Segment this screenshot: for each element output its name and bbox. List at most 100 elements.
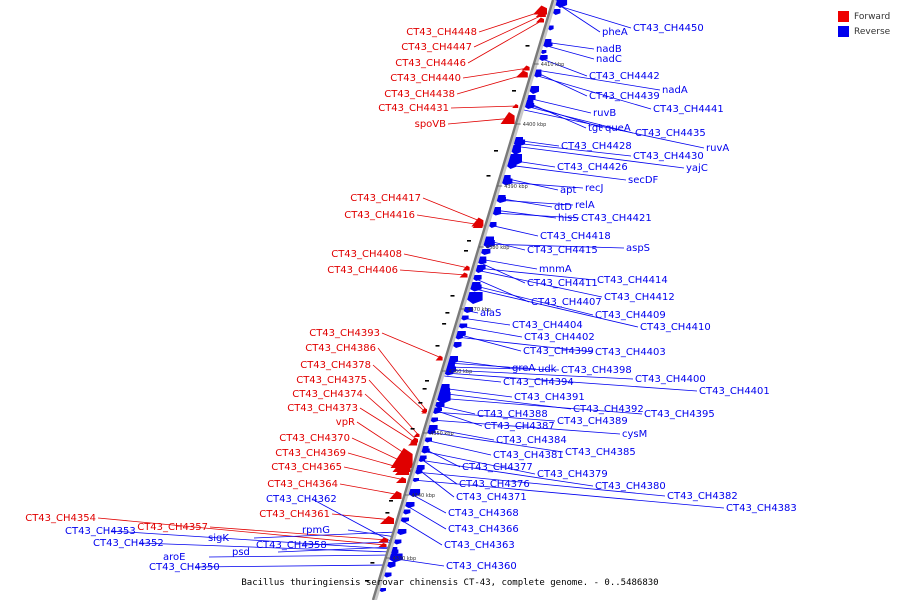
gene-label-reverse[interactable]: alaS — [480, 308, 501, 319]
gene-feature-forward[interactable] — [380, 516, 394, 524]
gene-feature-reverse[interactable] — [412, 478, 419, 482]
gene-feature-forward[interactable] — [535, 11, 546, 17]
gene-feature-reverse[interactable] — [555, 0, 568, 8]
gene-label-reverse[interactable]: sigK — [208, 533, 229, 544]
gene-feature-forward[interactable] — [413, 433, 420, 437]
gene-label-reverse[interactable]: psd — [232, 547, 250, 558]
gene-feature-reverse[interactable] — [444, 370, 454, 376]
gene-feature-reverse[interactable] — [418, 458, 425, 462]
gene-label-reverse[interactable]: CT43_CH4402 — [524, 332, 595, 343]
gene-label-reverse[interactable]: tgt — [588, 123, 602, 134]
gene-feature-forward[interactable] — [500, 112, 515, 124]
gene-label-forward[interactable]: CT43_CH4364 — [267, 479, 338, 490]
gene-feature-reverse[interactable] — [511, 145, 521, 155]
gene-feature-reverse[interactable] — [396, 529, 407, 535]
gene-feature-forward[interactable] — [435, 355, 443, 361]
gene-feature-forward[interactable] — [462, 265, 470, 271]
gene-label-reverse[interactable]: CT43_CH4389 — [557, 416, 628, 427]
gene-feature-forward[interactable] — [408, 440, 418, 446]
gene-label-reverse[interactable]: CT43_CH4399 — [523, 346, 594, 357]
gene-label-reverse[interactable]: CT43_CH4398 — [561, 365, 632, 376]
gene-feature-reverse[interactable] — [480, 249, 491, 255]
gene-feature-reverse[interactable] — [408, 489, 421, 497]
gene-feature-forward[interactable] — [472, 222, 483, 228]
gene-label-forward[interactable]: CT43_CH4446 — [395, 58, 466, 69]
gene-feature-reverse[interactable] — [432, 410, 440, 414]
gene-label-reverse[interactable]: yajC — [686, 163, 708, 174]
gene-feature-reverse[interactable] — [454, 334, 463, 340]
gene-label-reverse[interactable]: CT43_CH4409 — [595, 310, 666, 321]
gene-feature-reverse[interactable] — [434, 402, 445, 408]
gene-feature-reverse[interactable] — [488, 222, 497, 228]
gene-feature-reverse[interactable] — [538, 55, 548, 61]
gene-label-reverse[interactable]: CT43_CH4358 — [256, 540, 327, 551]
gene-label-reverse[interactable]: pheA — [602, 27, 628, 38]
gene-feature-reverse[interactable] — [466, 292, 483, 304]
gene-label-reverse[interactable]: CT43_CH4439 — [589, 91, 660, 102]
gene-label-reverse[interactable]: CT43_CH4430 — [633, 151, 704, 162]
gene-feature-forward[interactable] — [536, 17, 544, 23]
gene-label-reverse[interactable]: CT43_CH4385 — [565, 447, 636, 458]
gene-feature-reverse[interactable] — [426, 429, 436, 435]
gene-feature-reverse[interactable] — [393, 539, 402, 545]
gene-label-reverse[interactable]: CT43_CH4435 — [635, 128, 706, 139]
gene-label-reverse[interactable]: CT43_CH4352 — [93, 538, 164, 549]
gene-label-reverse[interactable]: CT43_CH4442 — [589, 71, 660, 82]
gene-feature-reverse[interactable] — [400, 517, 409, 523]
gene-label-reverse[interactable]: CT43_CH4350 — [149, 562, 220, 573]
gene-label-reverse[interactable]: CT43_CH4441 — [653, 104, 724, 115]
gene-label-reverse[interactable]: CT43_CH4418 — [540, 231, 611, 242]
gene-label-reverse[interactable]: nadA — [662, 85, 688, 96]
gene-label-reverse[interactable]: apt — [560, 185, 576, 196]
gene-label-reverse[interactable]: CT43_CH4380 — [595, 481, 666, 492]
gene-label-forward[interactable]: CT43_CH4386 — [305, 343, 376, 354]
gene-feature-forward[interactable] — [410, 437, 418, 443]
gene-label-reverse[interactable]: mnmA — [539, 264, 572, 275]
gene-label-forward[interactable]: CT43_CH4369 — [275, 448, 346, 459]
gene-feature-reverse[interactable] — [379, 588, 386, 592]
gene-label-reverse[interactable]: rpmG — [302, 525, 330, 536]
gene-feature-reverse[interactable] — [477, 259, 487, 265]
gene-label-reverse[interactable]: CT43_CH4426 — [557, 162, 628, 173]
gene-feature-reverse[interactable] — [492, 210, 502, 216]
gene-label-reverse[interactable]: CT43_CH4362 — [266, 494, 337, 505]
gene-label-forward[interactable]: CT43_CH4408 — [331, 249, 402, 260]
gene-feature-forward[interactable] — [389, 491, 402, 499]
gene-feature-reverse[interactable] — [529, 86, 539, 94]
gene-label-forward[interactable]: CT43_CH4438 — [384, 89, 455, 100]
gene-label-forward[interactable]: CT43_CH4393 — [309, 328, 380, 339]
gene-feature-reverse[interactable] — [475, 267, 483, 273]
gene-feature-reverse[interactable] — [386, 562, 396, 568]
gene-label-forward[interactable]: CT43_CH4448 — [406, 27, 477, 38]
gene-feature-reverse[interactable] — [547, 25, 554, 31]
gene-label-reverse[interactable]: CT43_CH4407 — [531, 297, 602, 308]
gene-feature-reverse[interactable] — [436, 392, 451, 404]
gene-feature-reverse[interactable] — [469, 284, 482, 292]
gene-feature-reverse[interactable] — [414, 469, 423, 475]
gene-label-reverse[interactable]: CT43_CH4360 — [446, 561, 517, 572]
gene-feature-reverse[interactable] — [458, 323, 468, 329]
gene-label-reverse[interactable]: CT43_CH4414 — [597, 275, 668, 286]
gene-label-forward[interactable]: CT43_CH4378 — [300, 360, 371, 371]
gene-feature-forward[interactable] — [521, 65, 530, 71]
gene-feature-reverse[interactable] — [496, 197, 506, 203]
gene-label-reverse[interactable]: dtD — [554, 202, 572, 213]
gene-feature-reverse[interactable] — [390, 549, 399, 555]
gene-label-forward[interactable]: CT43_CH4357 — [137, 522, 208, 533]
gene-label-reverse[interactable]: greA — [512, 363, 535, 374]
gene-label-reverse[interactable]: recJ — [585, 183, 604, 194]
gene-label-forward[interactable]: CT43_CH4431 — [378, 103, 449, 114]
gene-label-reverse[interactable]: CT43_CH4421 — [581, 213, 652, 224]
gene-feature-reverse[interactable] — [388, 553, 403, 563]
gene-label-reverse[interactable]: nadB — [596, 44, 622, 55]
gene-feature-reverse[interactable] — [506, 161, 517, 169]
gene-label-reverse[interactable]: CT43_CH4391 — [514, 392, 585, 403]
gene-label-forward[interactable]: vpR — [336, 417, 355, 428]
gene-feature-reverse[interactable] — [404, 502, 415, 508]
gene-label-reverse[interactable]: CT43_CH4387 — [484, 421, 555, 432]
gene-label-reverse[interactable]: hisS — [558, 213, 579, 224]
gene-label-reverse[interactable]: CT43_CH4450 — [633, 23, 704, 34]
gene-label-reverse[interactable]: CT43_CH4388 — [477, 409, 548, 420]
gene-feature-reverse[interactable] — [430, 417, 438, 423]
gene-label-forward[interactable]: CT43_CH4374 — [292, 389, 363, 400]
